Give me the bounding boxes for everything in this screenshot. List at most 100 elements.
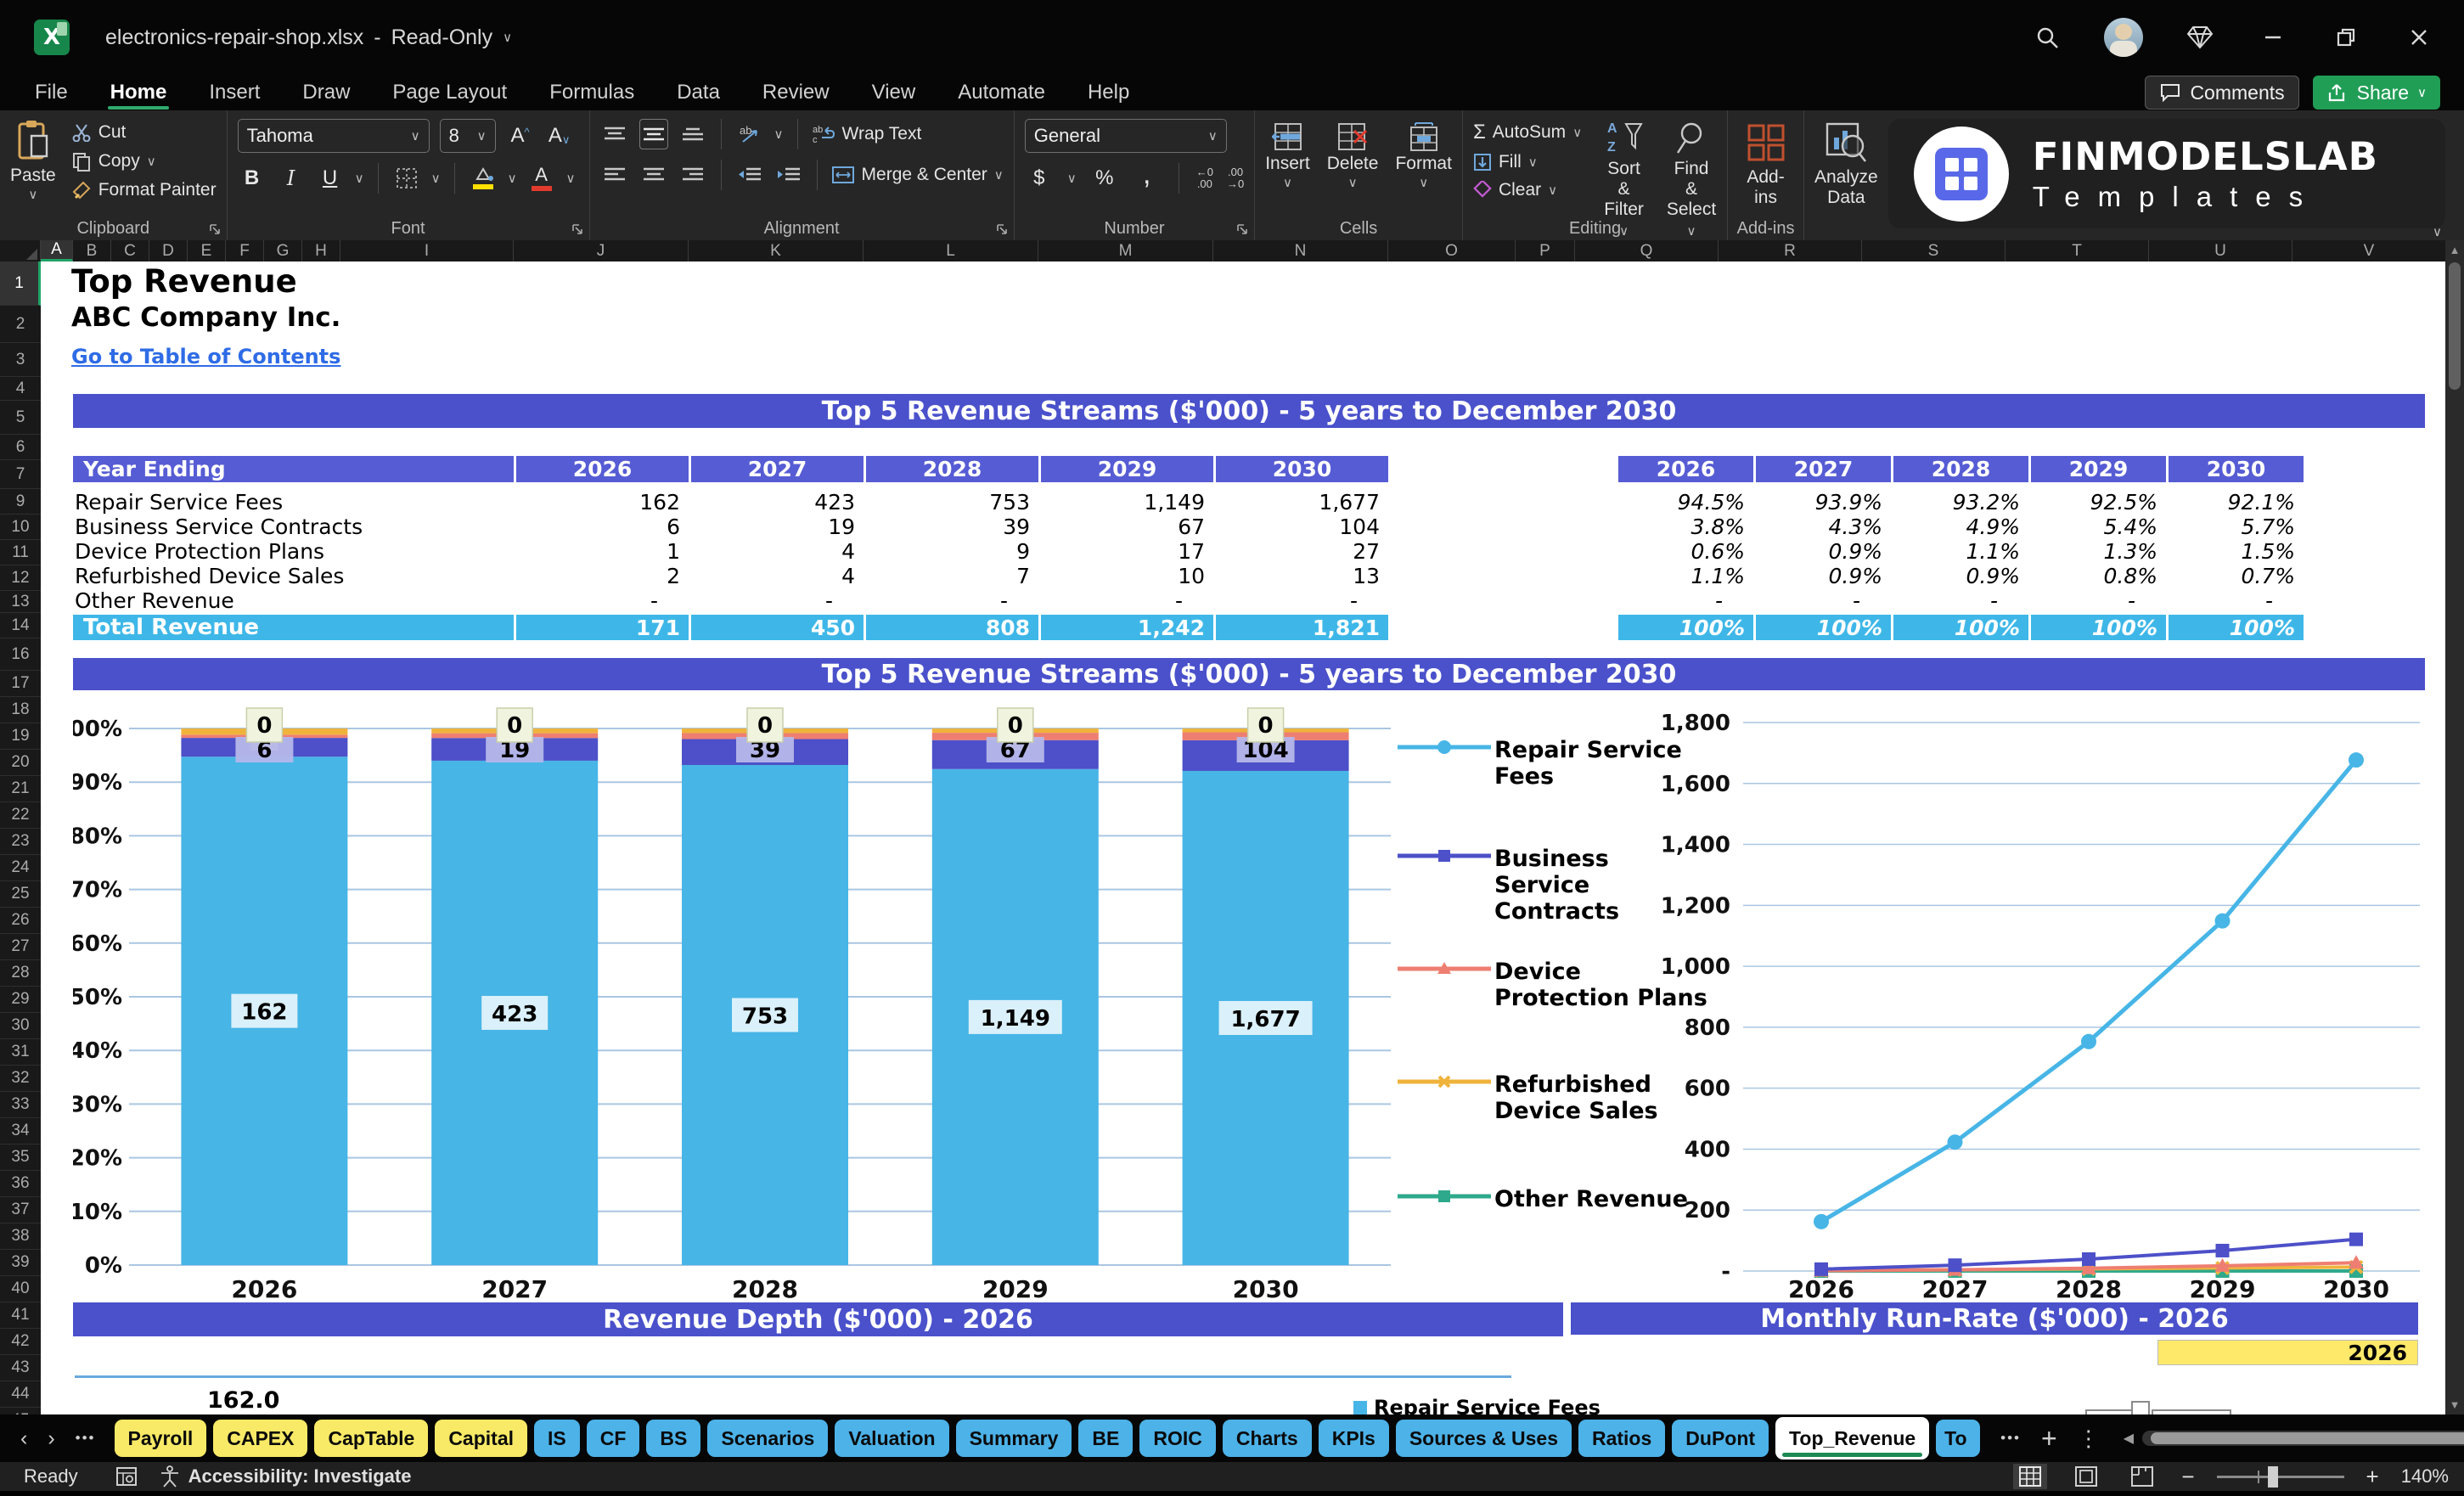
sheet-canvas[interactable]: Top Revenue ABC Company Inc. Go to Table… bbox=[41, 262, 2445, 1414]
sheet-tab-ratios[interactable]: Ratios bbox=[1578, 1420, 1666, 1457]
column-header-P[interactable]: P bbox=[1516, 240, 1575, 262]
row-header-12[interactable]: 12 bbox=[0, 565, 41, 591]
row-header-38[interactable]: 38 bbox=[0, 1223, 41, 1250]
align-right-button[interactable] bbox=[678, 160, 707, 190]
dialog-launcher-icon[interactable] bbox=[995, 222, 1009, 236]
minimize-icon[interactable] bbox=[2257, 21, 2289, 53]
menu-tab-view[interactable]: View bbox=[871, 81, 916, 104]
column-header-B[interactable]: B bbox=[73, 240, 111, 262]
underline-button[interactable]: U bbox=[316, 163, 345, 194]
font-color-button[interactable]: A bbox=[527, 163, 556, 194]
font-size-select[interactable]: 8 ∨ bbox=[439, 119, 496, 153]
tab-list-all-icon[interactable]: ••• bbox=[75, 1430, 96, 1446]
scroll-up-icon[interactable]: ▲ bbox=[2449, 244, 2461, 256]
row-header-5[interactable]: 5 bbox=[0, 401, 41, 435]
sheet-tab-capex[interactable]: CAPEX bbox=[213, 1420, 308, 1457]
row-header-17[interactable]: 17 bbox=[0, 671, 41, 697]
column-header-R[interactable]: R bbox=[1719, 240, 1862, 262]
row-header-13[interactable]: 13 bbox=[0, 591, 41, 613]
select-all-corner[interactable] bbox=[0, 240, 41, 262]
format-painter-button[interactable]: Format Painter bbox=[71, 180, 217, 200]
sheet-tab-cf[interactable]: CF bbox=[586, 1420, 640, 1457]
column-header-H[interactable]: H bbox=[302, 240, 340, 262]
insert-cells-button[interactable]: Insert ∨ bbox=[1265, 122, 1310, 189]
row-header-37[interactable]: 37 bbox=[0, 1197, 41, 1223]
column-header-M[interactable]: M bbox=[1038, 240, 1213, 262]
zoom-out-icon[interactable]: − bbox=[2181, 1463, 2195, 1489]
accessibility-checker[interactable]: Accessibility: Investigate bbox=[160, 1465, 411, 1488]
vertical-scroll-thumb[interactable] bbox=[2449, 262, 2461, 390]
column-header-K[interactable]: K bbox=[689, 240, 864, 262]
number-format-select[interactable]: General ∨ bbox=[1024, 119, 1227, 153]
merge-center-button[interactable]: Merge & Center ∨ bbox=[831, 165, 1004, 185]
column-header-L[interactable]: L bbox=[864, 240, 1038, 262]
toc-link[interactable]: Go to Table of Contents bbox=[71, 345, 341, 368]
menu-tab-home[interactable]: Home bbox=[89, 75, 188, 110]
italic-button[interactable]: I bbox=[277, 163, 306, 194]
menu-tab-insert[interactable]: Insert bbox=[209, 81, 261, 104]
row-header-28[interactable]: 28 bbox=[0, 960, 41, 987]
dialog-launcher-icon[interactable] bbox=[1235, 222, 1249, 236]
column-header-J[interactable]: J bbox=[514, 240, 689, 262]
sheet-tab-captable[interactable]: CapTable bbox=[314, 1420, 429, 1457]
legend-item-other-revenue[interactable]: Other Revenue bbox=[1398, 1186, 1708, 1212]
row-header-45[interactable]: 45 bbox=[0, 1408, 41, 1414]
row-header-30[interactable]: 30 bbox=[0, 1013, 41, 1039]
sheet-tab-valuation[interactable]: Valuation bbox=[835, 1420, 949, 1457]
column-header-D[interactable]: D bbox=[149, 240, 188, 262]
chevron-down-icon[interactable]: ∨ bbox=[430, 171, 441, 186]
chevron-down-icon[interactable]: ∨ bbox=[503, 30, 513, 45]
premium-gem-icon[interactable] bbox=[2184, 21, 2216, 53]
column-header-V[interactable]: V bbox=[2292, 240, 2446, 262]
zoom-slider[interactable] bbox=[2216, 1465, 2344, 1488]
row-header-35[interactable]: 35 bbox=[0, 1144, 41, 1171]
decrease-indent-button[interactable] bbox=[735, 160, 764, 190]
row-header-6[interactable]: 6 bbox=[0, 435, 41, 460]
fill-button[interactable]: Fill ∨ bbox=[1473, 152, 1582, 172]
comments-button[interactable]: Comments bbox=[2145, 76, 2299, 110]
align-left-button[interactable] bbox=[600, 160, 629, 190]
top-align-button[interactable] bbox=[600, 119, 629, 149]
restore-icon[interactable] bbox=[2330, 21, 2362, 53]
row-header-25[interactable]: 25 bbox=[0, 881, 41, 908]
column-header-U[interactable]: U bbox=[2149, 240, 2292, 262]
menu-tab-page-layout[interactable]: Page Layout bbox=[392, 81, 508, 104]
sheet-tab-roic[interactable]: ROIC bbox=[1139, 1420, 1216, 1457]
column-header-E[interactable]: E bbox=[188, 240, 226, 262]
tab-menu-icon[interactable]: ⋮ bbox=[2077, 1425, 2100, 1451]
column-header-G[interactable]: G bbox=[264, 240, 302, 262]
wrap-text-button[interactable]: ab c Wrap Text bbox=[812, 124, 922, 144]
vertical-scrollbar[interactable]: ▲ ▼ bbox=[2445, 240, 2464, 1414]
column-header-A[interactable]: A bbox=[41, 240, 73, 262]
row-header-26[interactable]: 26 bbox=[0, 908, 41, 934]
column-header-S[interactable]: S bbox=[1862, 240, 2006, 262]
column-header-I[interactable]: I bbox=[340, 240, 514, 262]
decrease-font-button[interactable]: A ∨ bbox=[548, 124, 571, 147]
row-header-39[interactable]: 39 bbox=[0, 1250, 41, 1276]
hscroll-left-icon[interactable]: ◀ bbox=[2123, 1431, 2135, 1446]
row-header-29[interactable]: 29 bbox=[0, 987, 41, 1013]
row-header-31[interactable]: 31 bbox=[0, 1039, 41, 1066]
autosum-button[interactable]: Σ AutoSum ∨ bbox=[1473, 121, 1582, 144]
sheet-tab-bs[interactable]: BS bbox=[646, 1420, 701, 1457]
font-name-select[interactable]: Tahoma ∨ bbox=[237, 119, 430, 153]
row-header-33[interactable]: 33 bbox=[0, 1092, 41, 1118]
row-header-18[interactable]: 18 bbox=[0, 697, 41, 723]
middle-align-button[interactable] bbox=[639, 119, 668, 149]
find-select-button[interactable]: Find & Select ∨ bbox=[1666, 119, 1717, 240]
close-icon[interactable] bbox=[2403, 21, 2435, 53]
sheet-tab-is[interactable]: IS bbox=[534, 1420, 580, 1457]
normal-view-button[interactable] bbox=[2013, 1464, 2048, 1489]
paste-button[interactable]: Paste ∨ bbox=[10, 119, 56, 201]
add-sheet-button[interactable]: + bbox=[2041, 1422, 2057, 1454]
dialog-launcher-icon[interactable] bbox=[571, 222, 584, 236]
row-header-24[interactable]: 24 bbox=[0, 855, 41, 881]
zoom-in-icon[interactable]: + bbox=[2366, 1463, 2379, 1489]
sheet-tab-sources-uses[interactable]: Sources & Uses bbox=[1395, 1420, 1572, 1457]
share-button[interactable]: Share ∨ bbox=[2312, 76, 2440, 110]
bottom-align-button[interactable] bbox=[678, 119, 707, 149]
scroll-down-icon[interactable]: ▼ bbox=[2449, 1398, 2461, 1411]
sheet-tab-charts[interactable]: Charts bbox=[1222, 1420, 1312, 1457]
increase-decimal-button[interactable]: ←0.00 bbox=[1195, 165, 1213, 190]
